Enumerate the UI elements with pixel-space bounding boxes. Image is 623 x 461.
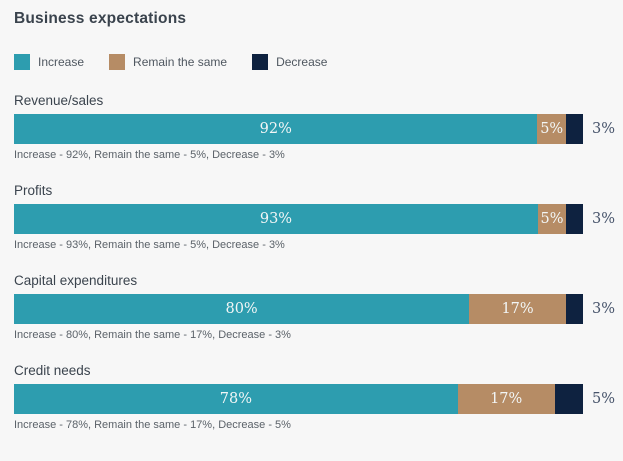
- bar-line: 93% 5% 3%: [14, 204, 615, 234]
- stacked-bar: 78% 17%: [14, 384, 583, 414]
- stacked-bar: 93% 5%: [14, 204, 584, 234]
- legend-swatch-increase: [14, 54, 30, 70]
- segment-value-label: 93%: [259, 211, 293, 227]
- legend: Increase Remain the same Decrease: [14, 54, 609, 70]
- chart-row-revenue-sales: Revenue/sales 92% 5% 3% Increase - 92%, R…: [14, 93, 615, 161]
- category-label: Profits: [14, 183, 53, 198]
- category-label: Revenue/sales: [14, 93, 104, 108]
- bar-line: 80% 17% 3%: [14, 294, 615, 324]
- decrease-value-label: 3%: [592, 211, 616, 227]
- row-caption: Increase - 92%, Remain the same - 5%, De…: [14, 149, 285, 161]
- decrease-value-label: 5%: [592, 391, 616, 407]
- bar-segment-increase: 92%: [14, 114, 538, 144]
- bar-segment-remain-the-same: 17%: [457, 384, 555, 414]
- legend-item-decrease: Decrease: [252, 54, 327, 70]
- legend-item-label: Remain the same: [133, 55, 228, 69]
- legend-item-label: Decrease: [276, 55, 328, 69]
- page-title: Business expectations: [14, 10, 187, 27]
- row-caption: Increase - 93%, Remain the same - 5%, De…: [14, 239, 285, 251]
- segment-value-label: 92%: [259, 121, 292, 137]
- legend-item-remain-the-same: Remain the same: [109, 54, 227, 70]
- legend-item-label: Increase: [38, 55, 85, 69]
- segment-value-label: 17%: [490, 391, 523, 407]
- bar-segment-remain-the-same: 5%: [537, 114, 566, 144]
- legend-swatch-decrease: [252, 54, 269, 70]
- bar-line: 78% 17% 5%: [14, 384, 615, 414]
- business-expectations-chart: Business expectations Increase Remain th…: [14, 10, 615, 431]
- chart-row-credit-needs: Credit needs 78% 17% 5% Increase - 78%, R…: [14, 363, 615, 431]
- bar-segment-decrease: [565, 114, 583, 144]
- segment-value-label: 78%: [219, 391, 253, 407]
- bar-segment-increase: 78%: [14, 384, 458, 414]
- segment-value-label: 17%: [501, 301, 534, 317]
- category-label: Capital expenditures: [14, 273, 138, 288]
- row-caption: Increase - 80%, Remain the same - 17%, D…: [14, 329, 291, 341]
- segment-value-label: 80%: [225, 301, 258, 317]
- bar-segment-increase: 93%: [14, 204, 538, 234]
- chart-row-capital-expenditures: Capital expenditures 80% 17% 3% Increase …: [14, 273, 615, 341]
- legend-item-increase: Increase: [14, 54, 84, 70]
- legend-swatch-remain-the-same: [109, 54, 126, 70]
- chart-row-profits: Profits 93% 5% 3% Increase - 93%, Remain …: [14, 183, 615, 251]
- decrease-value-label: 3%: [592, 121, 616, 137]
- bar-segment-decrease: [554, 384, 583, 414]
- chart-rows: Revenue/sales 92% 5% 3% Increase - 92%, R…: [14, 93, 615, 431]
- segment-value-label: 5%: [540, 121, 564, 137]
- bar-segment-decrease: [566, 204, 584, 234]
- stacked-bar: 92% 5%: [14, 114, 583, 144]
- category-label: Credit needs: [14, 363, 91, 378]
- bar-line: 92% 5% 3%: [14, 114, 615, 144]
- decrease-value-label: 3%: [592, 301, 616, 317]
- bar-segment-remain-the-same: 5%: [537, 204, 567, 234]
- bar-segment-decrease: [565, 294, 583, 324]
- row-caption: Increase - 78%, Remain the same - 17%, D…: [14, 419, 291, 431]
- bar-segment-remain-the-same: 17%: [469, 294, 566, 324]
- bar-segment-increase: 80%: [14, 294, 470, 324]
- stacked-bar: 80% 17%: [14, 294, 583, 324]
- segment-value-label: 5%: [540, 211, 564, 227]
